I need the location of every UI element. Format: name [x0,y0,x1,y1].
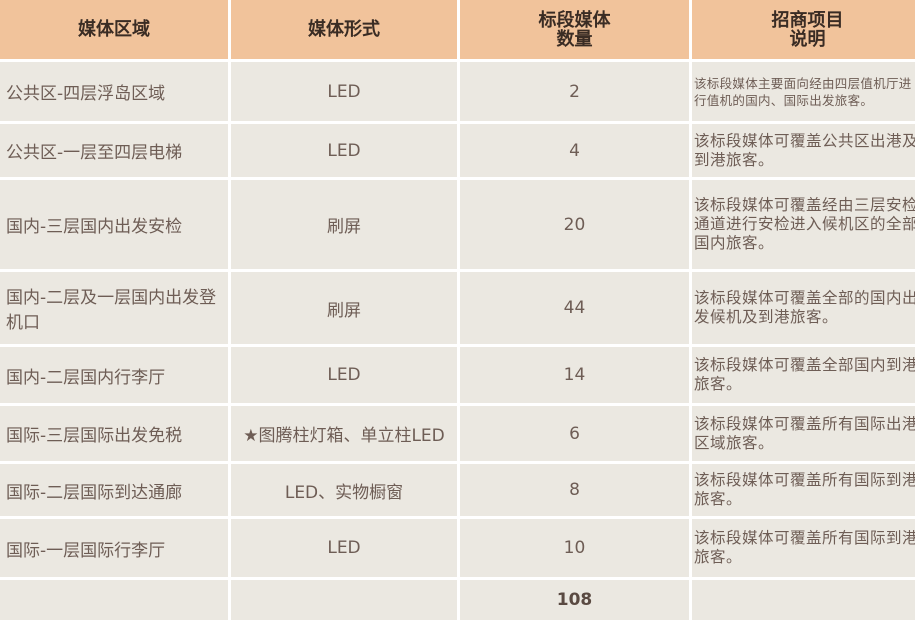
form-cell: LED [231,62,457,121]
table-row: 国际-三层国际出发免税 ★图腾柱灯箱、单立柱LED 6 该标段媒体可覆盖所有国际出港区… [0,406,915,461]
description-cell: 该标段媒体可覆盖全部的国内出发候机及到港旅客。 [692,272,915,344]
form-cell: 刷屏 [231,272,457,344]
table-row: 公共区-一层至四层电梯 LED 4 该标段媒体可覆盖公共区出港及到港旅客。 [0,124,915,177]
header-media-form: 媒体形式 [231,0,457,59]
description-cell: 该标段媒体可覆盖所有国际到港旅客。 [692,519,915,577]
header-text: 招商项目 说明 [771,9,844,50]
count-cell: 14 [460,347,689,403]
description-cell: 该标段媒体可覆盖所有国际到港旅客。 [692,464,915,516]
table-row: 国内-二层及一层国内出发登机口 刷屏 44 该标段媒体可覆盖全部的国内出发候机及到港旅… [0,272,915,344]
description-cell: 该标段媒体可覆盖所有国际出港区域旅客。 [692,406,915,461]
area-cell: 公共区-四层浮岛区域 [0,62,228,121]
count-cell: 44 [460,272,689,344]
empty-cell [692,580,915,620]
area-cell: 国际-二层国际到达通廊 [0,464,228,516]
description-cell: 该标段媒体主要面向经由四层值机厅进行值机的国内、国际出发旅客。 [692,62,915,121]
description-cell: 该标段媒体可覆盖经由三层安检通道进行安检进入候机区的全部国内旅客。 [692,180,915,269]
description-cell: 该标段媒体可覆盖全部国内到港旅客。 [692,347,915,403]
count-cell: 8 [460,464,689,516]
form-cell: LED [231,124,457,177]
area-cell: 国内-三层国内出发安检 [0,180,228,269]
count-cell: 20 [460,180,689,269]
empty-cell [0,580,228,620]
count-cell: 6 [460,406,689,461]
area-cell: 国际-三层国际出发免税 [0,406,228,461]
table-row: 国内-二层国内行李厅 LED 14 该标段媒体可覆盖全部国内到港旅客。 [0,347,915,403]
count-cell: 2 [460,62,689,121]
count-cell: 10 [460,519,689,577]
header-row: 媒体区域 媒体形式 标段媒体 数量 招商项目 说明 [0,0,915,59]
header-description: 招商项目 说明 [692,0,915,59]
description-cell: 该标段媒体可覆盖公共区出港及到港旅客。 [692,124,915,177]
table-row: 国际-二层国际到达通廊 LED、实物橱窗 8 该标段媒体可覆盖所有国际到港旅客。 [0,464,915,516]
total-row: 108 [0,580,915,620]
count-cell: 4 [460,124,689,177]
header-text: 标段媒体 数量 [538,9,611,50]
form-cell: ★图腾柱灯箱、单立柱LED [231,406,457,461]
table-row: 公共区-四层浮岛区域 LED 2 该标段媒体主要面向经由四层值机厅进行值机的国内、国际… [0,62,915,121]
total-count: 108 [460,580,689,620]
area-cell: 国内-二层国内行李厅 [0,347,228,403]
header-media-count: 标段媒体 数量 [460,0,689,59]
form-cell: LED [231,519,457,577]
form-cell: LED、实物橱窗 [231,464,457,516]
area-cell: 公共区-一层至四层电梯 [0,124,228,177]
empty-cell [231,580,457,620]
area-cell: 国际-一层国际行李厅 [0,519,228,577]
form-cell: LED [231,347,457,403]
table-row: 国际-一层国际行李厅 LED 10 该标段媒体可覆盖所有国际到港旅客。 [0,519,915,577]
header-media-area: 媒体区域 [0,0,228,59]
form-cell: 刷屏 [231,180,457,269]
table-row: 国内-三层国内出发安检 刷屏 20 该标段媒体可覆盖经由三层安检通道进行安检进入候机区… [0,180,915,269]
area-cell: 国内-二层及一层国内出发登机口 [0,272,228,344]
